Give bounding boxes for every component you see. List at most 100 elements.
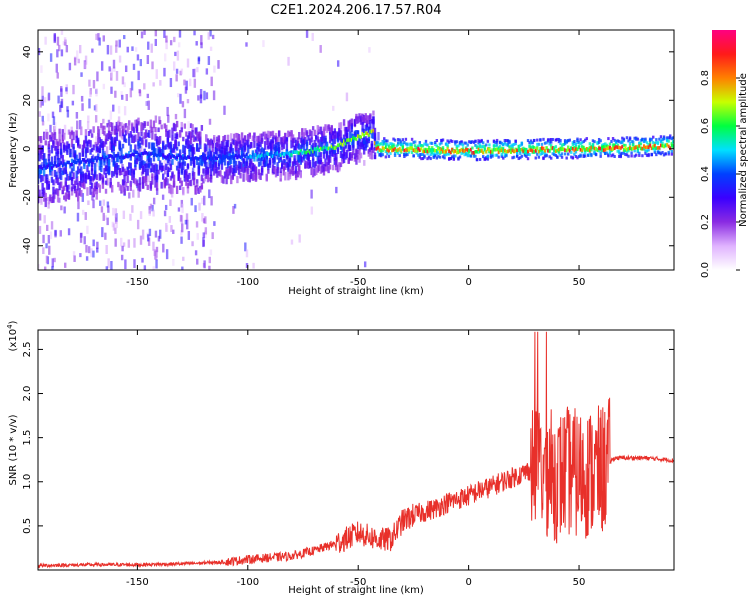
spectrogram-noise-cell bbox=[84, 55, 88, 65]
spectrogram-band-cell bbox=[369, 150, 372, 159]
spectrogram-ridge-cell bbox=[622, 148, 625, 152]
spectrogram-ridge-cell bbox=[650, 146, 653, 151]
spectrogram-noise-cell bbox=[244, 242, 247, 252]
spectrogram-band-cell bbox=[70, 130, 74, 135]
spectrogram-band-cell bbox=[288, 131, 292, 137]
spectrogram-band-cell bbox=[132, 149, 136, 156]
spectrogram-band-cell bbox=[145, 180, 148, 186]
spectrogram-band-cell bbox=[517, 144, 520, 148]
spectrogram-noise-cell bbox=[199, 88, 203, 99]
spectrogram-band-cell bbox=[279, 155, 282, 161]
spectrogram-band-cell bbox=[121, 185, 125, 193]
spectrogram-band-cell bbox=[319, 166, 323, 174]
spectrogram-band-cell bbox=[577, 140, 581, 144]
spectrogram-noise-cell bbox=[204, 216, 207, 224]
spectrogram-noise-cell bbox=[186, 58, 190, 68]
spectrogram-noise-cell bbox=[181, 223, 184, 233]
spectrogram-ridge-cell bbox=[519, 148, 522, 152]
spectrogram-band-cell bbox=[364, 142, 367, 151]
spectrogram-band-cell bbox=[319, 126, 323, 135]
spectrogram-band-cell bbox=[565, 156, 568, 160]
spectrogram-band-cell bbox=[162, 173, 165, 180]
spectrogram-band-cell bbox=[42, 131, 46, 141]
spectrogram-band-cell bbox=[503, 152, 507, 156]
spectrogram-band-cell bbox=[279, 137, 282, 145]
spectrogram-ridge-cell bbox=[386, 148, 389, 152]
spectrogram-band-cell bbox=[89, 176, 92, 185]
spectrogram-ridge-cell bbox=[463, 149, 466, 154]
spectrogram-noise-cell bbox=[169, 77, 173, 88]
spectrogram-band-cell bbox=[185, 138, 188, 145]
spectrogram-band-cell bbox=[379, 152, 383, 156]
spectrogram-band-cell bbox=[539, 138, 542, 142]
spectrogram-band-cell bbox=[373, 133, 377, 140]
spectrogram-noise-cell bbox=[147, 41, 150, 50]
spectrogram-noise-cell bbox=[91, 48, 94, 53]
snr-y-tick-label: 2.5 bbox=[22, 341, 33, 357]
spectrogram-band-cell bbox=[226, 174, 230, 180]
spectrogram-band-cell bbox=[665, 138, 669, 142]
spectrogram-band-cell bbox=[506, 143, 510, 147]
spectrogram-band-cell bbox=[183, 161, 187, 166]
spectrogram-band-cell bbox=[556, 137, 559, 141]
spectrogram-band-cell bbox=[418, 143, 422, 147]
spectrogram-band-cell bbox=[299, 137, 302, 143]
spectrogram-ridge-cell bbox=[202, 156, 205, 160]
spectrogram-ridge-cell bbox=[510, 150, 513, 154]
spectrogram-band-cell bbox=[251, 135, 255, 142]
spectrogram-ridge-cell bbox=[88, 160, 91, 164]
spectrogram-ridge-cell bbox=[132, 152, 135, 157]
spectrogram-band-cell bbox=[95, 146, 98, 151]
spectrogram-noise-cell bbox=[209, 30, 212, 37]
spectrogram-band-cell bbox=[526, 157, 530, 161]
spectrogram-noise-cell bbox=[166, 178, 169, 186]
spectrogram-band-cell bbox=[410, 151, 414, 155]
spectrogram-ridge-cell bbox=[197, 157, 200, 161]
spectrogram-ridge-cell bbox=[162, 153, 165, 157]
spectrogram-band-cell bbox=[42, 168, 46, 177]
spectrogram-noise-cell bbox=[46, 197, 49, 202]
spectrogram-band-cell bbox=[120, 147, 123, 155]
spectrogram-ridge-cell bbox=[77, 158, 80, 163]
spectrogram-band-cell bbox=[126, 175, 129, 184]
spectrogram-band-cell bbox=[511, 156, 514, 160]
spectrogram-band-cell bbox=[336, 132, 340, 142]
spectrogram-band-cell bbox=[169, 141, 173, 149]
spectrogram-band-cell bbox=[599, 154, 602, 158]
spectrogram-ridge-cell bbox=[159, 152, 162, 157]
spectrogram-band-cell bbox=[417, 149, 420, 153]
spectrogram-band-cell bbox=[78, 144, 81, 149]
spectrogram-band-cell bbox=[332, 164, 335, 171]
spectrogram-band-cell bbox=[166, 170, 170, 177]
spectrogram-band-cell bbox=[154, 163, 157, 172]
spectrogram-band-cell bbox=[163, 145, 166, 150]
spectrogram-band-cell bbox=[273, 146, 276, 152]
spectrogram-band-cell bbox=[311, 158, 315, 168]
spectrogram-band-cell bbox=[247, 134, 250, 142]
spectrogram-ridge-cell bbox=[80, 160, 83, 164]
spectrogram-noise-cell bbox=[45, 243, 48, 249]
spectrogram-band-cell bbox=[551, 137, 554, 141]
spectrogram-band-cell bbox=[168, 129, 171, 138]
spectrogram-noise-cell bbox=[311, 32, 314, 41]
spectrogram-noise-cell bbox=[134, 47, 138, 52]
spectrogram-band-cell bbox=[118, 141, 122, 151]
spectrogram-band-cell bbox=[321, 165, 324, 173]
spectrogram-noise-cell bbox=[192, 68, 195, 78]
spectrogram-ridge-cell bbox=[259, 154, 262, 159]
spectrogram-band-cell bbox=[239, 162, 242, 169]
spectrogram-band-cell bbox=[342, 148, 346, 155]
spectrogram-noise-cell bbox=[73, 57, 77, 66]
spectrogram-band-cell bbox=[38, 165, 41, 173]
spectrogram-band-cell bbox=[529, 141, 533, 145]
spectrogram-band-cell bbox=[350, 133, 354, 140]
spectrogram-band-cell bbox=[233, 165, 236, 173]
spectrogram-noise-cell bbox=[141, 123, 145, 131]
spectrogram-band-cell bbox=[59, 148, 63, 155]
spectrogram-band-cell bbox=[307, 152, 310, 160]
spectrogram-band-cell bbox=[393, 138, 397, 142]
spectrogram-noise-cell bbox=[131, 46, 134, 51]
spectrogram-band-cell bbox=[174, 124, 177, 132]
spectrogram-band-cell bbox=[208, 177, 211, 182]
spectrogram-band-cell bbox=[175, 120, 179, 128]
